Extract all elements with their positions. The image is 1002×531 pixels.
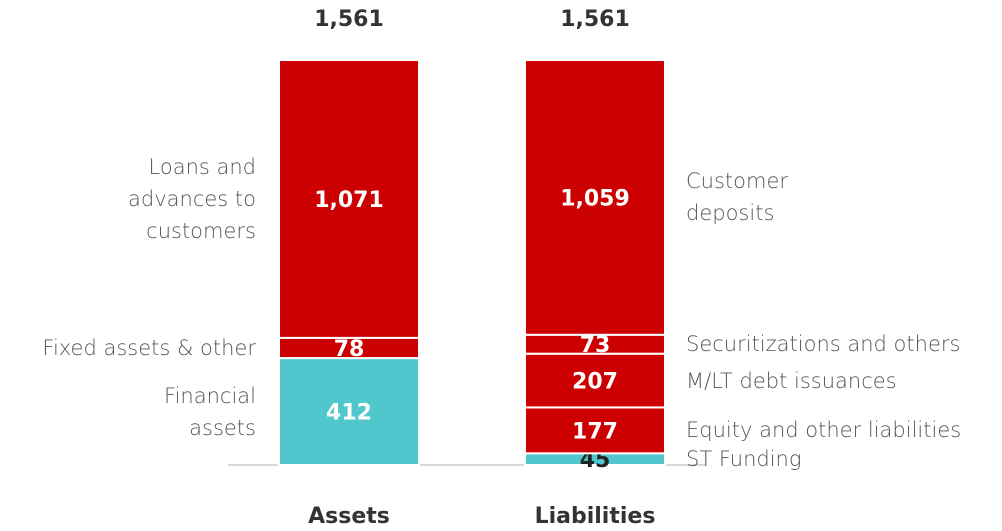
category-label: Liabilities [535, 504, 656, 529]
segment-name: Fixed assets & other [42, 335, 256, 360]
total-label: 1,561 [560, 7, 630, 32]
segment-value-label: 412 [326, 401, 372, 426]
segment-name: Customer deposits [686, 169, 789, 226]
segment-name: M/LT debt issuances [686, 368, 897, 393]
segment-name: Equity and other liabilities [686, 418, 962, 443]
segment-value-label: 177 [572, 419, 618, 444]
bar-segment [524, 406, 666, 455]
segment-name: Loans and advances to customers [128, 154, 256, 243]
segment-value-label: 78 [334, 337, 365, 362]
segment-name: Financial assets [164, 383, 256, 440]
segment-value-label: 1,071 [314, 188, 384, 213]
bar-segment [278, 59, 420, 339]
segment-value-label: 1,059 [560, 186, 630, 211]
bar-segment [278, 357, 420, 467]
bar-segment [524, 352, 666, 409]
total-label: 1,561 [314, 7, 384, 32]
segment-value-label: 73 [580, 333, 611, 358]
category-label: Assets [308, 504, 390, 529]
bar-segment [524, 59, 666, 336]
segment-name: Securitizations and others [686, 332, 961, 357]
segment-value-label: 207 [572, 370, 618, 395]
segment-name: ST Funding [686, 447, 802, 472]
